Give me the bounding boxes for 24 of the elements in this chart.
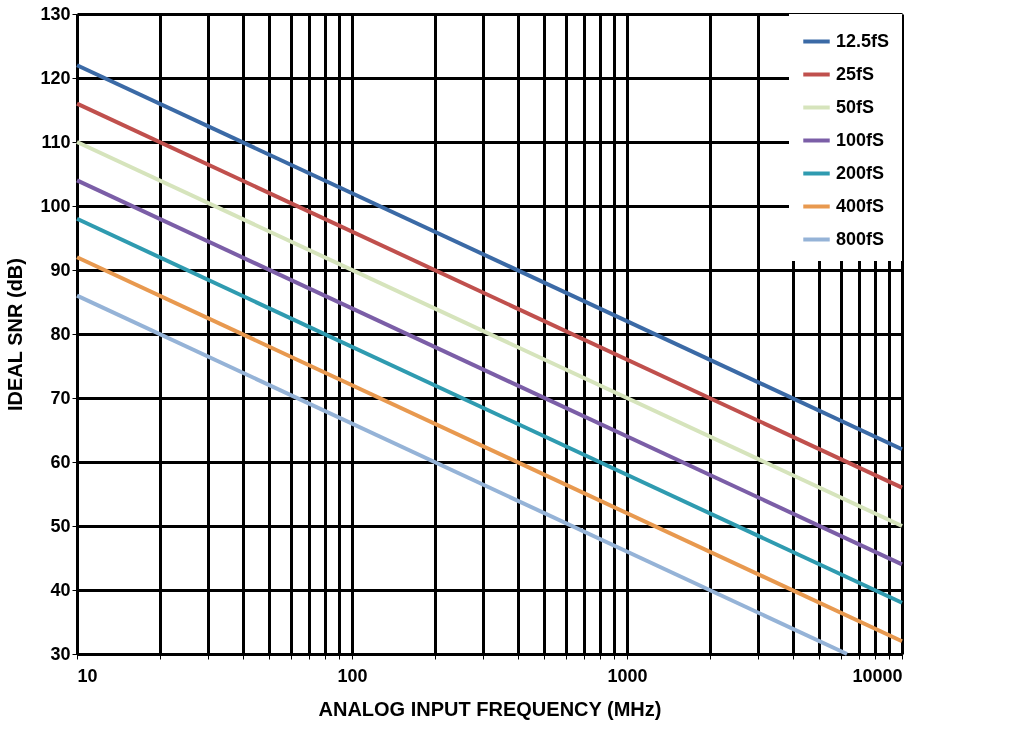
x-tick-label: 10 [77,665,98,686]
y-tick-label: 90 [50,259,71,280]
legend-label: 12.5fS [836,30,890,51]
x-tick-label: 100 [337,665,368,686]
legend-label: 200fS [836,162,885,183]
y-tick-label: 50 [50,515,71,536]
y-tick-label: 120 [40,67,71,88]
x-tick-label: 10000 [852,665,903,686]
y-tick-label: 70 [50,387,71,408]
y-tick-label: 110 [41,131,71,152]
y-tick-label: 30 [50,643,71,664]
legend-label: 25fS [836,63,875,84]
y-axis-title: IDEAL SNR (dB) [4,258,27,411]
legend-label: 50fS [836,96,875,117]
y-tick-label: 100 [40,195,71,216]
legend-label: 400fS [836,195,885,216]
y-tick-label: 130 [40,3,71,24]
y-tick-label: 60 [50,451,71,472]
x-axis-title: ANALOG INPUT FREQUENCY (MHz) [318,697,662,720]
y-tick-label: 80 [50,323,71,344]
legend-label: 100fS [836,129,885,150]
x-tick-label: 1000 [607,665,648,686]
y-tick-label: 40 [50,579,71,600]
legend-label: 800fS [836,228,885,249]
